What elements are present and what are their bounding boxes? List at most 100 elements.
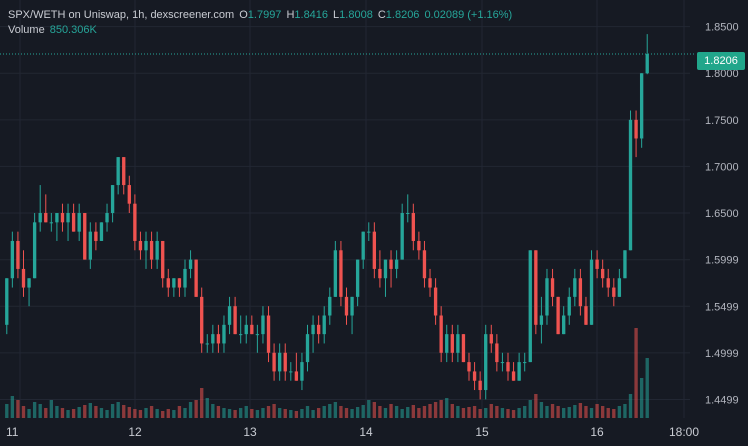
- candle-body: [161, 240, 165, 279]
- candle: [378, 250, 382, 288]
- volume-bar: [422, 406, 427, 418]
- candle: [422, 240, 427, 288]
- candle-body: [122, 157, 126, 186]
- candle-body: [450, 334, 454, 353]
- candle-body: [227, 306, 232, 325]
- candle-body: [328, 296, 332, 316]
- candle-body: [211, 334, 215, 344]
- candle-body: [400, 213, 404, 260]
- candle-body: [66, 213, 70, 223]
- volume-bar: [77, 407, 81, 418]
- volume-bar: [188, 402, 193, 418]
- candle-body: [172, 278, 176, 288]
- candle-body: [500, 362, 505, 364]
- time-tick-label: 18:00: [669, 425, 699, 439]
- candle: [277, 343, 282, 381]
- price-tick-label: 1.7500: [705, 115, 739, 127]
- volume-bar: [545, 406, 549, 418]
- volume-bar: [272, 404, 276, 418]
- candle-body: [233, 306, 237, 335]
- candle: [461, 334, 466, 363]
- candle-body: [495, 343, 499, 363]
- volume-bar: [328, 404, 332, 418]
- candle: [233, 296, 237, 335]
- volume-bar: [161, 411, 165, 418]
- volume-bar: [83, 405, 87, 418]
- candle-body: [406, 213, 410, 215]
- volume-bar: [517, 408, 521, 418]
- candles: [5, 34, 649, 400]
- candle-body: [99, 222, 104, 241]
- candle: [433, 278, 438, 325]
- volume-bar: [506, 409, 510, 418]
- candle: [49, 213, 54, 232]
- volume-bar: [584, 406, 588, 418]
- candle-body: [44, 213, 48, 223]
- candle-body: [456, 334, 460, 353]
- volume-bar: [155, 409, 159, 418]
- candle: [467, 352, 471, 381]
- volume-bar: [255, 410, 260, 418]
- volume-bar: [322, 406, 326, 418]
- volume-bar: [60, 408, 65, 418]
- candle: [456, 324, 460, 363]
- candle-body: [177, 278, 182, 288]
- candle-body: [350, 296, 354, 316]
- candle: [367, 222, 371, 241]
- price-tick-label: 1.6500: [705, 208, 739, 220]
- volume-bar: [289, 410, 293, 418]
- candle: [539, 296, 544, 344]
- time-tick-label: 13: [243, 425, 257, 439]
- candle-body: [60, 213, 65, 223]
- candle-body: [316, 324, 321, 335]
- candle-body: [523, 362, 527, 364]
- candle-body: [105, 213, 109, 223]
- candle: [244, 315, 248, 344]
- candle: [60, 203, 65, 232]
- candle-body: [606, 278, 610, 288]
- price-tick-label: 1.5499: [705, 301, 739, 313]
- candle: [177, 278, 182, 297]
- volume-bar: [244, 406, 248, 418]
- volume-bar: [628, 394, 633, 418]
- candle-body: [378, 268, 382, 279]
- volume-bar: [138, 410, 143, 418]
- candle-body: [194, 259, 198, 297]
- candle: [88, 222, 92, 269]
- candle: [161, 240, 165, 288]
- volume-bar: [49, 400, 54, 418]
- volume-bar: [639, 378, 644, 418]
- volume-bar: [71, 409, 76, 418]
- candle: [194, 259, 198, 297]
- candle-body: [550, 278, 555, 297]
- volume-bar: [239, 408, 243, 418]
- candle-body: [32, 222, 37, 279]
- candle-body: [116, 157, 120, 186]
- price-tick-label: 1.7000: [705, 161, 739, 173]
- volume-bar: [500, 408, 505, 418]
- candle-body: [10, 240, 15, 279]
- candle-body: [612, 287, 616, 297]
- high-value: 1.8416: [294, 9, 329, 21]
- volume-bar: [116, 402, 120, 418]
- candle-body: [589, 259, 594, 325]
- candle-body: [461, 334, 466, 363]
- candle-body: [277, 352, 282, 372]
- volume-bar: [94, 406, 98, 418]
- candle-body: [311, 324, 315, 335]
- candle-body: [200, 296, 204, 344]
- candle: [127, 175, 131, 214]
- time-axis[interactable]: 11 12 13 14 15 16 18:00: [6, 425, 699, 439]
- candle-body: [439, 315, 443, 353]
- volume-bar: [589, 408, 594, 418]
- volume-bar: [344, 408, 349, 418]
- candle: [283, 343, 287, 381]
- candle: [250, 315, 254, 335]
- candle: [116, 157, 120, 195]
- volume-bar: [495, 406, 499, 418]
- candle: [517, 352, 521, 381]
- candle-body: [467, 362, 471, 372]
- price-axis[interactable]: 1.8500 1.8000 1.7500 1.7000 1.6500 1.5999 1.54…: [705, 22, 739, 407]
- candle-body: [166, 278, 170, 288]
